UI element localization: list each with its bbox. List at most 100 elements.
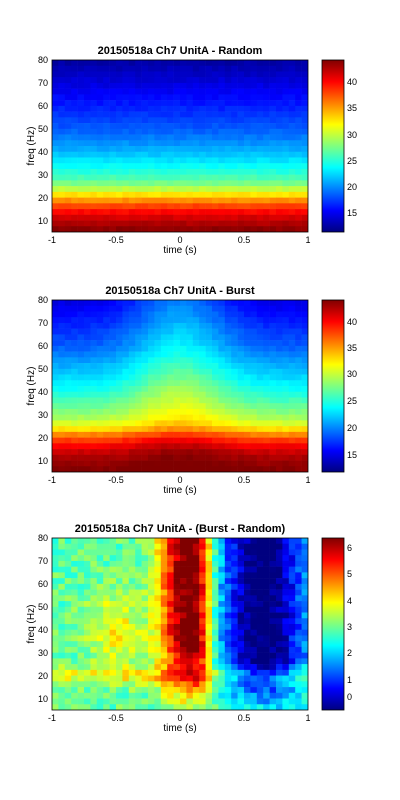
heatmap-cell (103, 105, 110, 112)
heatmap-cell (301, 612, 308, 619)
heatmap-cell (77, 460, 85, 467)
heatmap-cell (173, 65, 181, 72)
heatmap-cell (282, 386, 290, 393)
heatmap-cell (109, 345, 117, 352)
heatmap-cell (64, 305, 72, 312)
heatmap-cell (186, 391, 194, 398)
heatmap-cell (64, 589, 72, 596)
heatmap-cell (141, 77, 149, 84)
heatmap-cell (237, 437, 245, 444)
heatmap-cell (224, 687, 232, 694)
heatmap-cell (276, 311, 283, 318)
heatmap-cell (205, 629, 213, 636)
heatmap-cell (148, 94, 155, 101)
heatmap-cell (109, 168, 117, 175)
heatmap-cell (212, 311, 219, 318)
heatmap-cell (244, 105, 251, 112)
heatmap-cell (173, 105, 181, 112)
heatmap-cell (301, 692, 308, 699)
heatmap-cell (250, 466, 258, 472)
heatmap-cell (237, 635, 245, 642)
heatmap-cell (295, 168, 302, 175)
heatmap-cell (288, 191, 296, 198)
heatmap-cell (160, 624, 168, 631)
heatmap-cell (205, 681, 213, 688)
heatmap-cell (135, 664, 142, 671)
heatmap-cell (84, 466, 91, 472)
heatmap-cell (244, 340, 251, 347)
heatmap-cell (269, 664, 277, 671)
heatmap-cell (186, 140, 194, 147)
heatmap-cell (128, 606, 136, 613)
heatmap-cell (199, 420, 206, 427)
heatmap-cell (205, 191, 213, 198)
heatmap-cell (84, 681, 91, 688)
heatmap-cell (301, 669, 308, 676)
heatmap-cell (180, 345, 187, 352)
heatmap-cell (199, 186, 206, 193)
heatmap-cell (148, 692, 155, 699)
heatmap-cell (212, 163, 219, 170)
heatmap-cell (212, 374, 219, 381)
heatmap-cell (148, 560, 155, 567)
heatmap-cell (154, 380, 162, 387)
heatmap-cell (148, 340, 155, 347)
heatmap-cell (218, 203, 226, 210)
heatmap-cell (269, 117, 277, 124)
heatmap-cell (148, 203, 155, 210)
heatmap-cell (90, 583, 98, 590)
heatmap-cell (64, 128, 72, 135)
heatmap-cell (212, 191, 219, 198)
colorbar-tick-label: 35 (347, 343, 357, 353)
heatmap-cell (224, 397, 232, 404)
heatmap-cell (205, 163, 213, 170)
heatmap-cell (52, 77, 59, 84)
heatmap-cell (269, 646, 277, 653)
heatmap-cell (148, 151, 155, 158)
heatmap-cell (116, 374, 123, 381)
heatmap-cell (77, 437, 85, 444)
heatmap-cell (122, 94, 130, 101)
heatmap-cell (77, 687, 85, 694)
heatmap-cell (116, 449, 123, 456)
heatmap-cell (276, 572, 283, 579)
heatmap-cell (116, 543, 123, 550)
heatmap-cell (167, 322, 174, 329)
heatmap-cell (199, 123, 206, 130)
heatmap-cell (64, 578, 72, 585)
heatmap-cell (122, 203, 130, 210)
heatmap-cell (301, 317, 308, 324)
heatmap-cell (301, 408, 308, 415)
heatmap-cell (244, 386, 251, 393)
heatmap-cell (218, 460, 226, 467)
heatmap-cell (160, 698, 168, 705)
heatmap-cell (180, 357, 187, 364)
heatmap-cell (96, 669, 104, 676)
heatmap-cell (199, 322, 206, 329)
heatmap-cell (154, 391, 162, 398)
heatmap-cell (288, 71, 296, 78)
heatmap-cell (116, 698, 123, 705)
heatmap-cell (109, 624, 117, 631)
heatmap-cell (180, 300, 187, 307)
heatmap-cell (237, 340, 245, 347)
heatmap-cell (109, 357, 117, 364)
y-axis-label: freq (Hz) (26, 605, 37, 644)
heatmap-cell (148, 117, 155, 124)
heatmap-cell (263, 572, 270, 579)
heatmap-cell (237, 578, 245, 585)
heatmap-cell (148, 60, 155, 67)
heatmap-cell (218, 186, 226, 193)
heatmap-cell (212, 105, 219, 112)
heatmap-cell (71, 100, 78, 107)
heatmap-cell (180, 197, 187, 204)
heatmap-cell (160, 82, 168, 89)
heatmap-cell (160, 566, 168, 573)
heatmap-cell (141, 646, 149, 653)
heatmap-cell (90, 624, 98, 631)
heatmap-cell (237, 698, 245, 705)
heatmap-cell (173, 334, 181, 341)
heatmap-cell (77, 629, 85, 636)
heatmap-cell (256, 566, 264, 573)
heatmap-cell (103, 618, 110, 625)
